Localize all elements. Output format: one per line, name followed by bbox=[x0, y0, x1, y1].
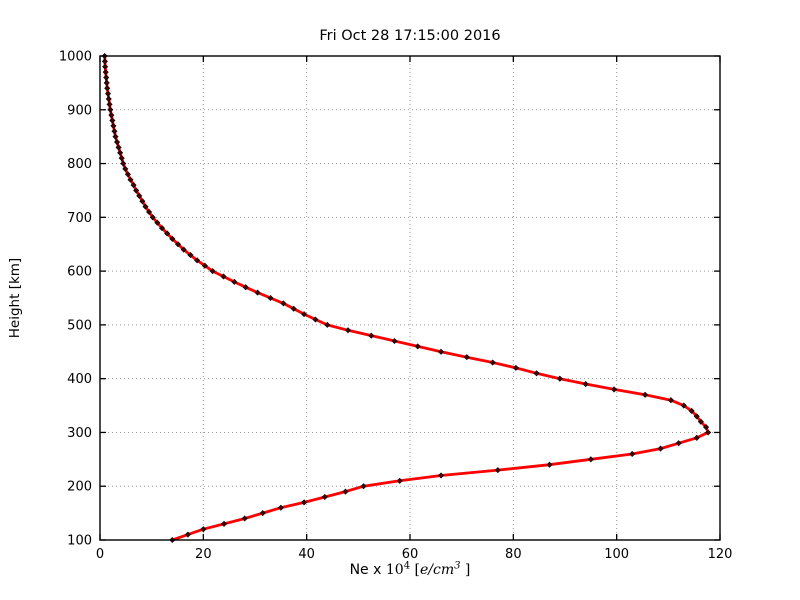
x-tick-60: 60 bbox=[402, 547, 419, 562]
y-axis-label: Height [km] bbox=[7, 257, 23, 339]
x-axis-label-part: 10 bbox=[385, 562, 404, 578]
x-axis-label-part: ] bbox=[460, 562, 471, 578]
y-tick-800: 800 bbox=[67, 157, 92, 172]
x-tick-100: 100 bbox=[604, 547, 629, 562]
y-tick-500: 500 bbox=[67, 318, 92, 333]
y-tick-600: 600 bbox=[67, 265, 92, 280]
x-axis-label-part: e/cm bbox=[419, 562, 455, 578]
y-tick-700: 700 bbox=[67, 211, 92, 226]
y-tick-1000: 1000 bbox=[59, 50, 92, 65]
y-tick-200: 200 bbox=[67, 480, 92, 495]
y-tick-400: 400 bbox=[67, 372, 92, 387]
x-axis-label-part: [ bbox=[410, 562, 420, 578]
x-tick-80: 80 bbox=[505, 547, 522, 562]
x-axis-label-part: Ne x bbox=[349, 562, 386, 578]
y-tick-100: 100 bbox=[67, 534, 92, 549]
x-axis-label: Ne x 104 [e/cm3 ] bbox=[100, 560, 720, 578]
x-axis-label-part: 3 bbox=[454, 560, 461, 572]
x-tick-120: 120 bbox=[708, 547, 733, 562]
x-tick-40: 40 bbox=[298, 547, 315, 562]
x-axis-tick-labels: 0 20 40 60 80 100 120 bbox=[96, 547, 733, 562]
x-tick-0: 0 bbox=[96, 547, 104, 562]
chart-title: Fri Oct 28 17:15:00 2016 bbox=[319, 28, 501, 44]
axes-frame bbox=[99, 55, 721, 541]
x-axis-label-part: 4 bbox=[403, 560, 411, 572]
ne-profile-curve bbox=[101, 52, 712, 544]
y-axis-tick-labels: 100 200 300 400 500 600 700 800 900 1000 bbox=[59, 50, 92, 549]
x-tick-20: 20 bbox=[195, 547, 212, 562]
y-tick-900: 900 bbox=[67, 103, 92, 118]
y-tick-300: 300 bbox=[67, 426, 92, 441]
grid-lines bbox=[100, 56, 720, 540]
